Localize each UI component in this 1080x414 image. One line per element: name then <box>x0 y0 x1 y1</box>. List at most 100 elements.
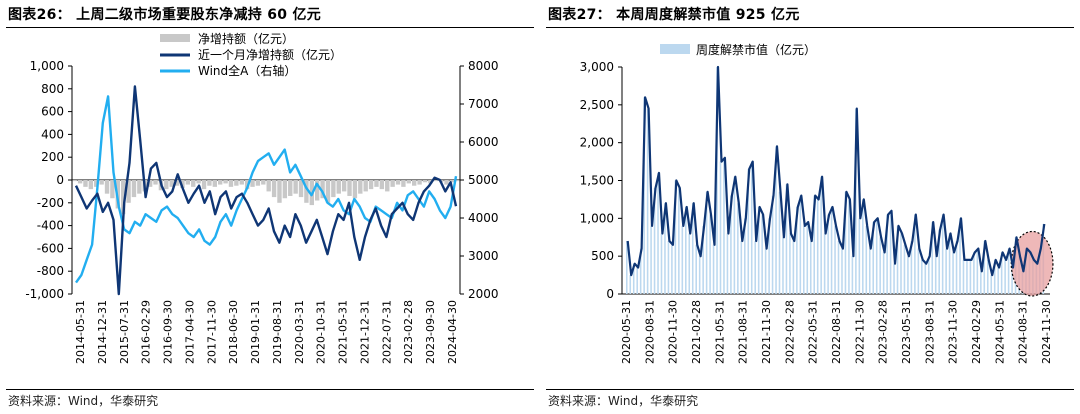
left-tick-label: -1,000 <box>25 287 64 301</box>
x-tick-label: 2022-11-30 <box>853 300 866 364</box>
net-buy-bar <box>422 180 428 183</box>
unlock-bar <box>816 199 819 294</box>
y-tick-label: 2,500 <box>580 98 614 112</box>
unlock-bar <box>678 188 680 294</box>
net-buy-bar <box>358 180 363 194</box>
source-note: 资料来源：Wind，华泰研究 <box>548 394 699 408</box>
x-tick-label: 2023-05-31 <box>900 300 913 364</box>
right-tick-label: 2000 <box>468 287 499 301</box>
unlock-bar <box>862 199 864 294</box>
unlock-bar <box>921 259 923 294</box>
unlock-bar <box>837 241 840 294</box>
unlock-bar <box>986 259 989 294</box>
net-buy-bar <box>320 180 325 199</box>
unlock-bar <box>650 225 652 294</box>
unlock-bar <box>789 233 791 294</box>
unlock-bar <box>681 225 684 294</box>
unlock-bar <box>927 256 930 294</box>
unlock-bar <box>1007 248 1010 294</box>
unlock-bar <box>685 206 687 294</box>
title-divider <box>6 27 534 28</box>
unlock-bar <box>903 244 906 294</box>
unlock-bar <box>667 241 670 294</box>
net-buy-bar <box>207 180 212 186</box>
net-buy-bar <box>449 180 455 183</box>
right-tick-label: 5000 <box>468 173 499 187</box>
chart-title: 图表26： 上周二级市场重要股东净减持 60 亿元 <box>8 7 322 23</box>
net-buy-bar <box>94 180 99 187</box>
unlock-bar <box>782 237 784 294</box>
left-tick-label: 0 <box>56 173 64 187</box>
net-buy-bar <box>174 180 180 186</box>
unlock-bar <box>834 225 836 294</box>
net-buy-bar <box>180 180 185 188</box>
x-tick-label: 2020-10-31 <box>315 300 328 364</box>
unlock-bar <box>827 214 829 294</box>
x-tick-label: 2021-05-31 <box>713 300 726 364</box>
source-note: 资料来源：Wind，华泰研究 <box>8 394 159 408</box>
net-buy-bar <box>153 180 158 185</box>
left-tick-label: -200 <box>37 196 64 210</box>
x-tick-label: 2023-11-30 <box>947 300 960 364</box>
unlock-bar <box>952 252 954 294</box>
left-tick-label: -400 <box>37 219 64 233</box>
unlock-bar <box>980 271 982 294</box>
net-buy-bar <box>196 180 201 184</box>
net-buy-bar <box>304 180 309 203</box>
net-buy-bar <box>390 180 395 187</box>
right-tick-label: 8000 <box>468 59 499 73</box>
legend-label: 净增持额（亿元） <box>198 31 294 46</box>
x-tick-label: 2020-11-30 <box>667 300 680 364</box>
unlock-bar <box>733 176 736 294</box>
unlock-bar <box>1000 252 1003 294</box>
unlock-bar <box>900 233 902 294</box>
net-buy-bar <box>368 180 374 190</box>
net-buy-bar <box>255 180 261 186</box>
unlock-bar <box>809 241 812 294</box>
unlock-bar <box>914 214 916 294</box>
unlock-bar <box>993 259 996 294</box>
monthly-net-buy-line <box>74 85 458 296</box>
unlock-bar <box>799 195 802 294</box>
x-tick-label: 2019-01-31 <box>249 300 262 364</box>
unlock-bar <box>761 214 763 294</box>
unlock-bar <box>737 203 739 294</box>
x-tick-label: 2014-12-31 <box>96 300 109 364</box>
unlock-bar <box>657 172 659 294</box>
unlock-bar <box>723 157 725 294</box>
net-buy-bar <box>277 180 282 203</box>
net-buy-bar <box>385 180 390 192</box>
net-buy-bar <box>315 180 320 201</box>
unlock-bar <box>879 237 881 294</box>
unlock-bar <box>955 241 958 294</box>
net-buy-bar <box>455 180 460 182</box>
unlock-bar <box>848 199 850 294</box>
net-buy-bar <box>261 180 266 185</box>
y-tick-label: 0 <box>606 287 614 301</box>
unlock-bar <box>716 67 718 294</box>
unlock-bar <box>768 218 770 294</box>
unlock-bar <box>643 97 645 295</box>
net-buy-bar <box>288 180 293 196</box>
left-tick-label: 1,000 <box>30 59 64 73</box>
net-buy-bar <box>147 180 153 187</box>
unlock-bar <box>750 161 753 294</box>
x-tick-label: 2016-02-29 <box>140 300 153 364</box>
unlock-bar <box>841 248 843 294</box>
unlock-bar <box>830 206 833 294</box>
unlock-bar <box>865 225 868 294</box>
net-buy-bar <box>325 180 331 203</box>
x-tick-label: 2017-04-30 <box>183 300 196 364</box>
net-buy-bar <box>239 180 244 185</box>
unlock-bar <box>1004 259 1006 294</box>
left-tick-label: 400 <box>41 127 64 141</box>
unlock-bar <box>639 248 642 294</box>
unlock-bar <box>730 195 732 294</box>
unlock-bar <box>695 244 697 294</box>
net-buy-bar <box>104 180 110 194</box>
left-tick-label: 600 <box>41 105 64 119</box>
right-tick-label: 6000 <box>468 135 499 149</box>
unlock-bar <box>764 248 767 294</box>
unlock-bar <box>632 263 635 294</box>
unlock-bar <box>889 210 892 294</box>
